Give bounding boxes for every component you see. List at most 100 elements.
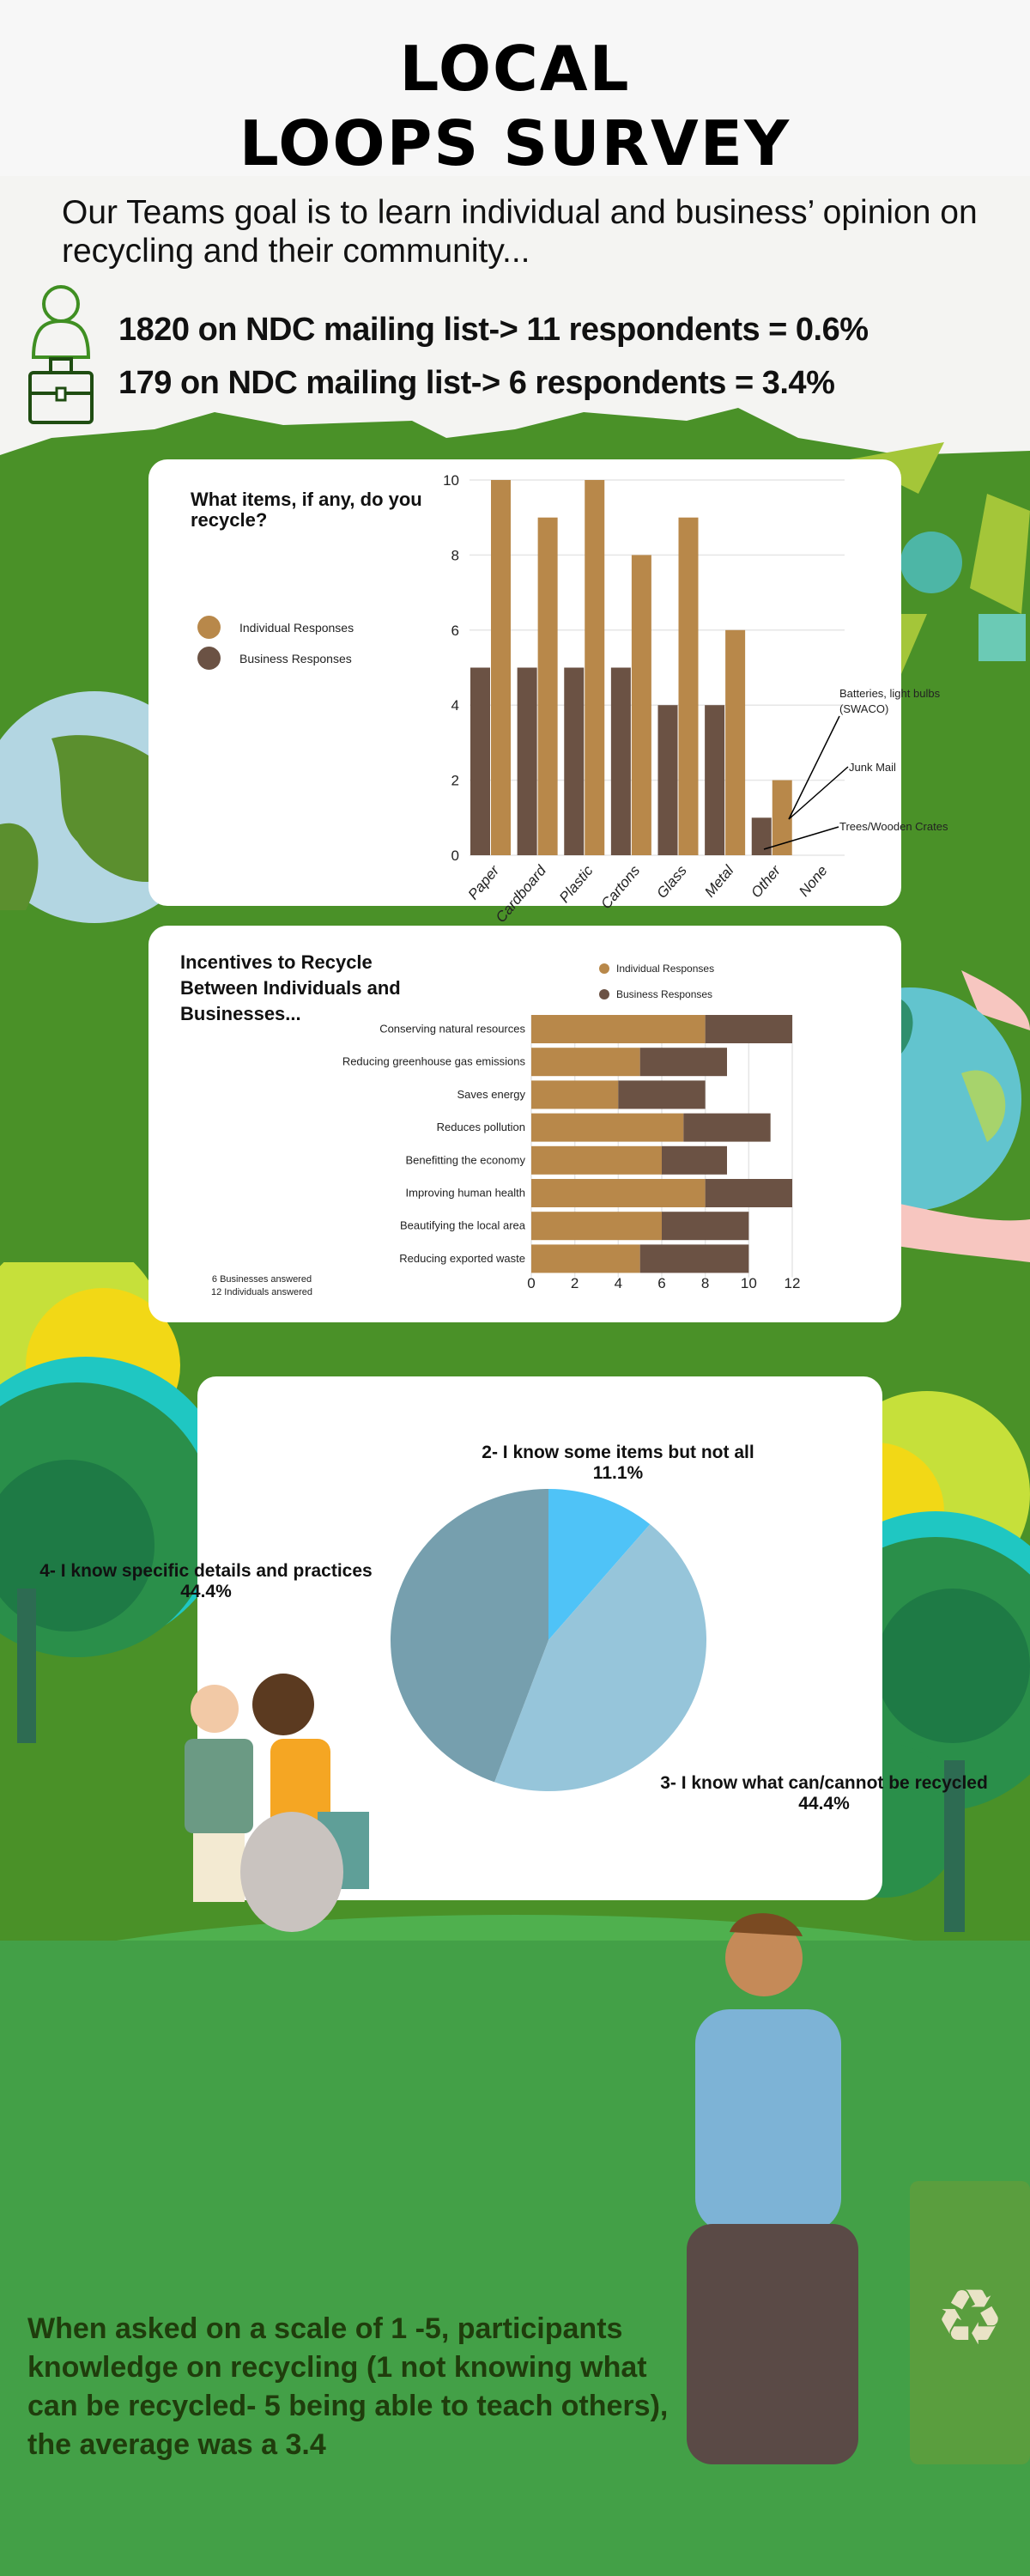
legend-label: Individual Responses (239, 620, 354, 635)
bar-individual (531, 1212, 662, 1241)
bar-business (751, 817, 772, 855)
title-line-2: LOOPS SURVEY (239, 107, 791, 179)
pie-label-4: 4- I know specific details and practices… (9, 1561, 403, 1602)
chart2-title: Incentives to Recycle Between Individual… (180, 951, 401, 1024)
briefcase-icon (28, 357, 94, 424)
annotation-label: Trees/Wooden Crates (839, 820, 948, 833)
legend-business: Business Responses (599, 988, 712, 1000)
slice-label: 2- I know some items but not all (482, 1443, 754, 1462)
bar-individual (531, 1015, 706, 1043)
bar-business (657, 705, 678, 855)
legend-label: Business Responses (239, 651, 352, 665)
slice-pct: 44.4% (180, 1582, 232, 1601)
bar-individual (631, 555, 651, 855)
respondent-notes: 6 Businesses answered 12 Individuals ans… (206, 1273, 318, 1299)
header (0, 0, 1030, 176)
knowledge-pie-chart (390, 1489, 707, 1792)
x-tick-label: 12 (785, 1275, 801, 1291)
bar-individual (531, 1113, 684, 1142)
legend-label: Individual Responses (616, 963, 715, 975)
bar-individual (531, 1179, 706, 1207)
category-label: Improving human health (406, 1187, 525, 1200)
y-tick-label: 0 (451, 848, 459, 864)
legend-individual: Individual Responses (599, 963, 714, 975)
category-label: Saves energy (457, 1088, 526, 1101)
bar-business (639, 1244, 749, 1273)
bar-individual (531, 1048, 640, 1077)
y-tick-label: 8 (451, 547, 459, 563)
bar-business (683, 1113, 771, 1142)
category-label: Reducing exported waste (399, 1252, 525, 1265)
tree-left-illustration (0, 1262, 232, 1743)
legend-swatch-business (197, 647, 221, 670)
bar-individual (585, 480, 605, 855)
legend-swatch-individual (599, 963, 609, 974)
category-label: Benefitting the economy (406, 1153, 526, 1166)
bar-business (470, 667, 490, 855)
knowledge-average-text: When asked on a scale of 1 -5, participa… (27, 2312, 669, 2461)
annotation-line (788, 715, 840, 820)
bar-individual (678, 517, 699, 855)
bar-individual (537, 517, 558, 855)
annotation-line (763, 826, 839, 850)
pie-slice (548, 1489, 651, 1640)
bar-business (618, 1080, 706, 1109)
legend-individual: Individual Responses (197, 616, 354, 639)
bar-individual (725, 629, 746, 855)
slice-label: 3- I know what can/cannot be recycled (660, 1773, 988, 1793)
title-line-1: LOCAL (399, 33, 631, 105)
bar-individual (491, 480, 511, 855)
bar-business (662, 1212, 749, 1241)
y-tick-label: 10 (443, 472, 459, 489)
chart1-title: What items, if any, do you recycle? (191, 489, 422, 531)
recycle-icon: ♻ (936, 2275, 1005, 2361)
category-label: Reducing greenhouse gas emissions (342, 1055, 526, 1068)
bar-individual (531, 1145, 662, 1175)
slice-pct: 11.1% (592, 1463, 644, 1483)
y-tick-label: 4 (451, 697, 459, 714)
torn-grass-edge (0, 408, 1030, 472)
bar-business (517, 667, 537, 855)
annotation-label: Batteries, light bulbs (839, 687, 941, 700)
pie-slice (390, 1489, 548, 1783)
pie-label-3: 3- I know what can/cannot be recycled 44… (631, 1773, 1017, 1814)
annotation-line (788, 766, 849, 820)
legend-swatch-business (599, 989, 609, 999)
x-tick-label: 8 (701, 1275, 709, 1291)
intro-background (0, 176, 1030, 459)
bar-individual (531, 1080, 619, 1109)
stat-individuals: 1820 on NDC mailing list-> 11 respondent… (118, 312, 869, 348)
slice-pct: 44.4% (798, 1794, 850, 1814)
y-tick-label: 6 (451, 623, 459, 639)
x-tick-label: 10 (741, 1275, 757, 1291)
legend-business: Business Responses (197, 647, 352, 670)
bar-business (610, 667, 631, 855)
note-individuals: 12 Individuals answered (210, 1287, 313, 1297)
incentives-bar-chart: 0 2 4 6 8 10 12 Conserving natural resources Red… (342, 1015, 801, 1291)
man-with-bin-illustration: ♻ (687, 1913, 1030, 2464)
bar-business (705, 1179, 792, 1207)
person-icon (31, 285, 91, 359)
bar-individual (772, 780, 792, 855)
legend-label: Business Responses (616, 988, 713, 1000)
bar-business (639, 1048, 727, 1077)
incentives-card (148, 926, 901, 1322)
pie-slice (494, 1524, 707, 1792)
bar-business (705, 1015, 792, 1043)
category-label: Reduces pollution (437, 1121, 525, 1133)
bar-business (705, 705, 725, 855)
x-tick-label: 0 (527, 1275, 535, 1291)
stat-businesses: 179 on NDC mailing list-> 6 respondents … (118, 365, 835, 401)
legend-swatch-individual (197, 616, 221, 639)
x-tick-label: 2 (571, 1275, 579, 1291)
category-label: Beautifying the local area (400, 1219, 526, 1232)
annotation-label: (SWACO) (839, 702, 888, 715)
note-businesses: 6 Businesses answered (211, 1274, 312, 1285)
bar-business (662, 1145, 727, 1175)
y-tick-label: 2 (451, 773, 459, 789)
goal-text: Our Teams goal is to learn individual an… (62, 194, 978, 270)
bar-business (564, 667, 585, 855)
category-label: Conserving natural resources (379, 1023, 525, 1036)
volunteers-illustration (185, 1674, 369, 1932)
